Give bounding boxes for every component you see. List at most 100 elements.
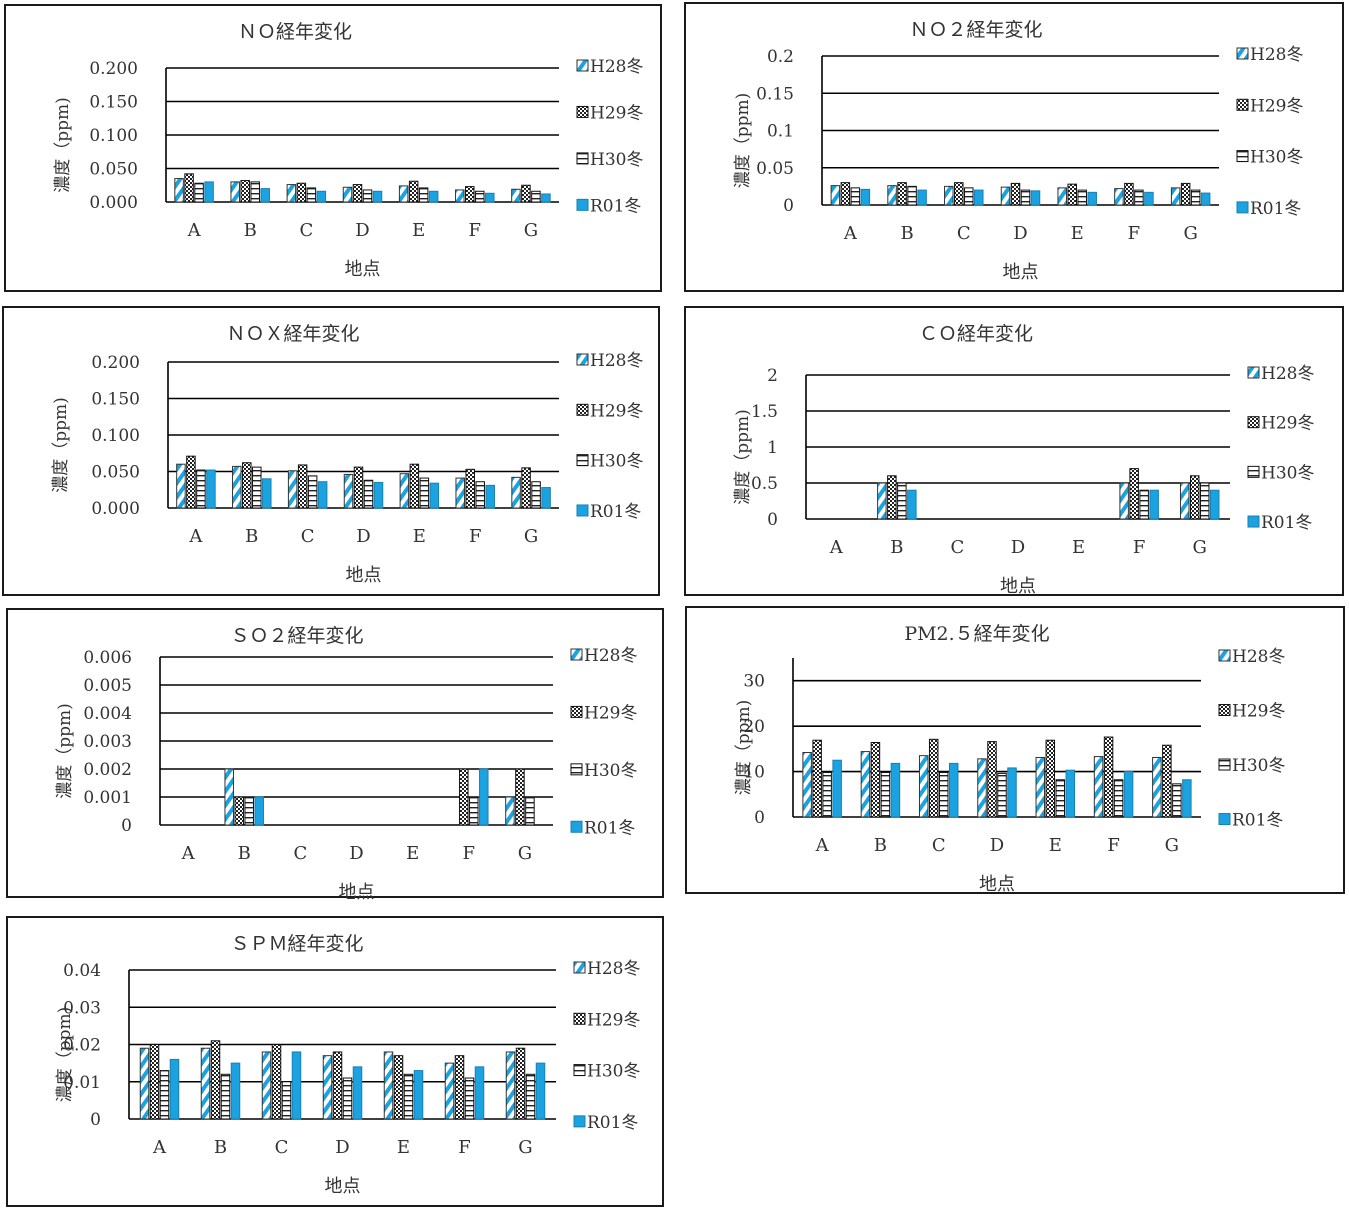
bar bbox=[281, 1081, 292, 1120]
bar bbox=[169, 1058, 180, 1120]
bar bbox=[291, 1051, 302, 1120]
x-tick-label: G bbox=[524, 526, 538, 547]
bar bbox=[464, 1077, 475, 1120]
legend-swatch bbox=[570, 820, 583, 833]
chart-no2: ＮＯ２経年変化 0.2 0.15 0.1 0.05 0 A B C D E F G 濃度（ppm) 地点 H2… bbox=[733, 19, 1303, 283]
x-tick-label: F bbox=[1128, 223, 1141, 244]
bar bbox=[469, 796, 479, 826]
bar bbox=[954, 182, 964, 206]
chart-title: ＳＯ２経年変化 bbox=[230, 625, 363, 647]
bar bbox=[317, 481, 328, 509]
legend-swatch bbox=[576, 105, 589, 118]
y-tick-label: 0.005 bbox=[83, 676, 132, 696]
legend-swatch bbox=[576, 403, 589, 416]
bar bbox=[511, 188, 521, 203]
x-tick-label: F bbox=[469, 220, 482, 241]
x-tick-label: G bbox=[1183, 223, 1197, 244]
bar bbox=[287, 470, 298, 509]
y-tick-label: 0.050 bbox=[91, 463, 140, 483]
legend-swatch bbox=[576, 454, 589, 467]
chart-nox: ＮＯＸ経年変化 0.200 0.150 0.100 0.050 0.000 A B C D E F G 濃… bbox=[51, 323, 643, 586]
legend-label: H28冬 bbox=[590, 351, 643, 371]
bar bbox=[1144, 191, 1154, 206]
bar bbox=[475, 190, 485, 203]
legend-swatch bbox=[573, 961, 586, 974]
bar bbox=[1119, 482, 1129, 520]
bar bbox=[1182, 779, 1192, 818]
x-tick-label: C bbox=[951, 537, 965, 558]
y-tick-label: 0 bbox=[121, 816, 132, 836]
bar bbox=[515, 768, 525, 826]
y-axis-label: 濃度（ppm) bbox=[53, 97, 73, 193]
bar bbox=[363, 479, 374, 509]
bar bbox=[373, 481, 384, 509]
legend-label: H28冬 bbox=[584, 646, 637, 666]
bar bbox=[850, 187, 861, 206]
bar bbox=[206, 469, 216, 509]
chart-panel-pm25: PM2.５経年変化 30 20 10 0 A B C D E F G 濃度（ppm) 地点 H28冬 H29冬… bbox=[685, 606, 1345, 895]
x-tick-label: A bbox=[152, 1137, 167, 1158]
y-tick-label: 0.000 bbox=[89, 193, 138, 213]
bar bbox=[907, 489, 917, 520]
bar bbox=[454, 1055, 465, 1120]
bar bbox=[353, 466, 364, 509]
y-tick-label: 0.150 bbox=[91, 390, 140, 410]
bar bbox=[977, 758, 987, 818]
legend-swatch bbox=[573, 1012, 586, 1025]
y-tick-label: 0.15 bbox=[756, 84, 794, 104]
x-axis-label: 地点 bbox=[339, 882, 375, 900]
legend-label: H30冬 bbox=[1261, 463, 1314, 483]
legend-label: R01冬 bbox=[590, 196, 641, 216]
bar bbox=[242, 462, 252, 509]
y-tick-label: 1 bbox=[767, 438, 778, 458]
legend-label: H30冬 bbox=[1232, 756, 1285, 776]
bar bbox=[232, 465, 242, 509]
legend-swatch bbox=[1247, 515, 1260, 528]
chart-panel-no2: ＮＯ２経年変化 0.2 0.15 0.1 0.05 0 A B C D E F G 濃度（ppm) 地点 H2… bbox=[684, 2, 1344, 292]
legend-label: H28冬 bbox=[1232, 647, 1285, 667]
chart-title: PM2.５経年変化 bbox=[904, 623, 1049, 645]
x-tick-label: E bbox=[413, 526, 426, 547]
legend-label: H29冬 bbox=[587, 1010, 640, 1030]
legend-swatch bbox=[1218, 758, 1231, 771]
bar bbox=[244, 796, 254, 826]
y-axis-label: 濃度（ppm) bbox=[733, 93, 753, 189]
x-tick-label: G bbox=[1193, 537, 1207, 558]
y-tick-label: 0.000 bbox=[91, 499, 140, 519]
bar bbox=[224, 768, 234, 826]
bar bbox=[890, 762, 901, 818]
bar bbox=[1000, 186, 1011, 206]
legend-swatch bbox=[1247, 366, 1260, 379]
bar bbox=[918, 755, 929, 818]
bar bbox=[1114, 188, 1124, 206]
x-tick-label: F bbox=[1107, 835, 1120, 856]
bar bbox=[1067, 183, 1077, 206]
bar bbox=[515, 1047, 526, 1120]
x-tick-label: A bbox=[843, 223, 858, 244]
chart-title: ＮＯ２経年変化 bbox=[909, 19, 1042, 41]
bar bbox=[1010, 182, 1021, 206]
y-axis-label: 濃度（ppm) bbox=[55, 703, 75, 799]
bar bbox=[1152, 756, 1162, 818]
y-tick-label: 0.1 bbox=[767, 122, 794, 142]
bar bbox=[1055, 779, 1066, 818]
bar bbox=[1035, 756, 1046, 818]
bar bbox=[944, 185, 954, 206]
bar bbox=[465, 468, 475, 509]
chart-title: ＮＯ経年変化 bbox=[238, 21, 352, 43]
bar bbox=[860, 188, 871, 206]
y-axis-label: 濃度（ppm) bbox=[51, 397, 71, 493]
x-tick-label: B bbox=[874, 835, 887, 856]
bar bbox=[230, 181, 240, 203]
bar bbox=[521, 184, 531, 203]
bar bbox=[252, 466, 262, 509]
bar bbox=[541, 193, 551, 203]
bar bbox=[296, 182, 307, 203]
bar bbox=[352, 184, 363, 203]
bar bbox=[409, 463, 420, 509]
bar bbox=[250, 181, 260, 203]
y-tick-label: 0.001 bbox=[83, 788, 132, 808]
legend-label: H29冬 bbox=[1250, 96, 1303, 116]
legend-label: R01冬 bbox=[584, 818, 635, 838]
bar bbox=[465, 186, 475, 203]
